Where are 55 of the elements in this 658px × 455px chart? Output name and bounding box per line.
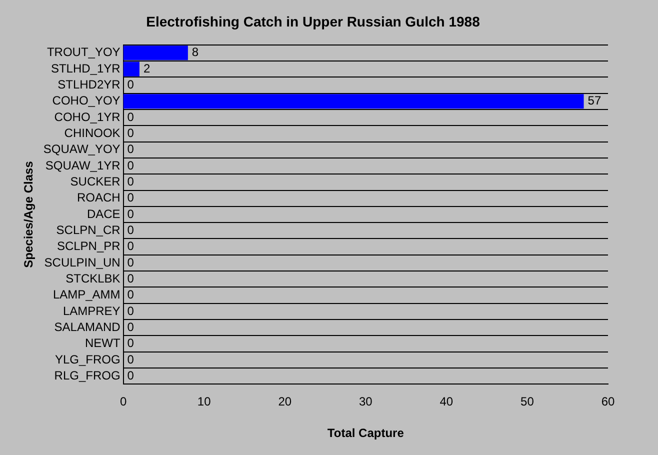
data-label: 2	[143, 61, 150, 76]
y-tick-label: STLHD2YR	[58, 78, 121, 92]
data-label: 0	[127, 304, 134, 318]
bar	[123, 94, 584, 109]
y-tick-label: SALAMAND	[54, 320, 121, 334]
data-label: 0	[127, 126, 134, 140]
data-label: 0	[127, 174, 134, 188]
y-tick-label: SQUAW_YOY	[43, 142, 120, 156]
x-tick-label: 40	[440, 394, 454, 409]
bar	[123, 62, 140, 76]
y-tick-label: NEWT	[84, 336, 121, 350]
data-label: 57	[588, 94, 602, 108]
data-label: 0	[127, 352, 134, 366]
x-tick-label: 10	[197, 394, 212, 409]
y-tick-label: ROACH	[76, 190, 120, 205]
y-axis-title: Species/Age Class	[22, 160, 36, 268]
x-tick-label: 30	[358, 394, 373, 409]
data-label: 8	[192, 45, 199, 60]
x-tick-label: 60	[601, 394, 615, 409]
y-tick-label: STCKLBK	[66, 271, 120, 286]
y-tick-label: RLG_FROG	[54, 368, 120, 382]
x-tick-label: 20	[278, 394, 292, 409]
data-label: 0	[127, 320, 134, 334]
y-tick-label: YLG_FROG	[54, 352, 120, 366]
x-axis-title: Total Capture	[327, 426, 404, 440]
y-tick-label: DACE	[86, 206, 120, 221]
chart-title: Electrofishing Catch in Upper Russian Gulch 1988	[146, 13, 480, 30]
data-label: 0	[127, 158, 134, 172]
y-tick-label: SCLPN_CR	[56, 222, 121, 237]
x-tick-label: 50	[520, 394, 534, 409]
y-tick-label: SCULPIN_UN	[44, 255, 120, 270]
data-label: 0	[127, 190, 134, 205]
data-label: 0	[127, 239, 134, 254]
y-tick-label: TROUT_YOY	[46, 45, 120, 60]
bar	[123, 46, 188, 60]
data-label: 0	[127, 271, 134, 286]
x-tick-label: 0	[120, 394, 127, 409]
data-label: 0	[127, 110, 134, 124]
y-tick-label: CHINOOK	[64, 126, 120, 140]
data-label: 0	[127, 255, 134, 270]
y-tick-label: SQUAW_1YR	[45, 158, 121, 172]
data-label: 0	[127, 78, 134, 92]
y-tick-label: LAMPREY	[62, 304, 120, 318]
data-label: 0	[127, 288, 134, 302]
y-tick-label: COHO_YOY	[52, 94, 120, 108]
data-label: 0	[127, 222, 134, 237]
y-tick-label: LAMP_AMM	[52, 288, 120, 302]
data-label: 0	[127, 368, 134, 382]
y-tick-label: COHO_1YR	[54, 110, 121, 124]
y-tick-label: STLHD_1YR	[50, 61, 121, 76]
y-tick-label: SUCKER	[70, 174, 121, 188]
y-tick-label: SCLPN_PR	[56, 239, 121, 254]
data-label: 0	[127, 206, 134, 221]
data-label: 0	[127, 336, 134, 350]
data-label: 0	[127, 142, 134, 156]
